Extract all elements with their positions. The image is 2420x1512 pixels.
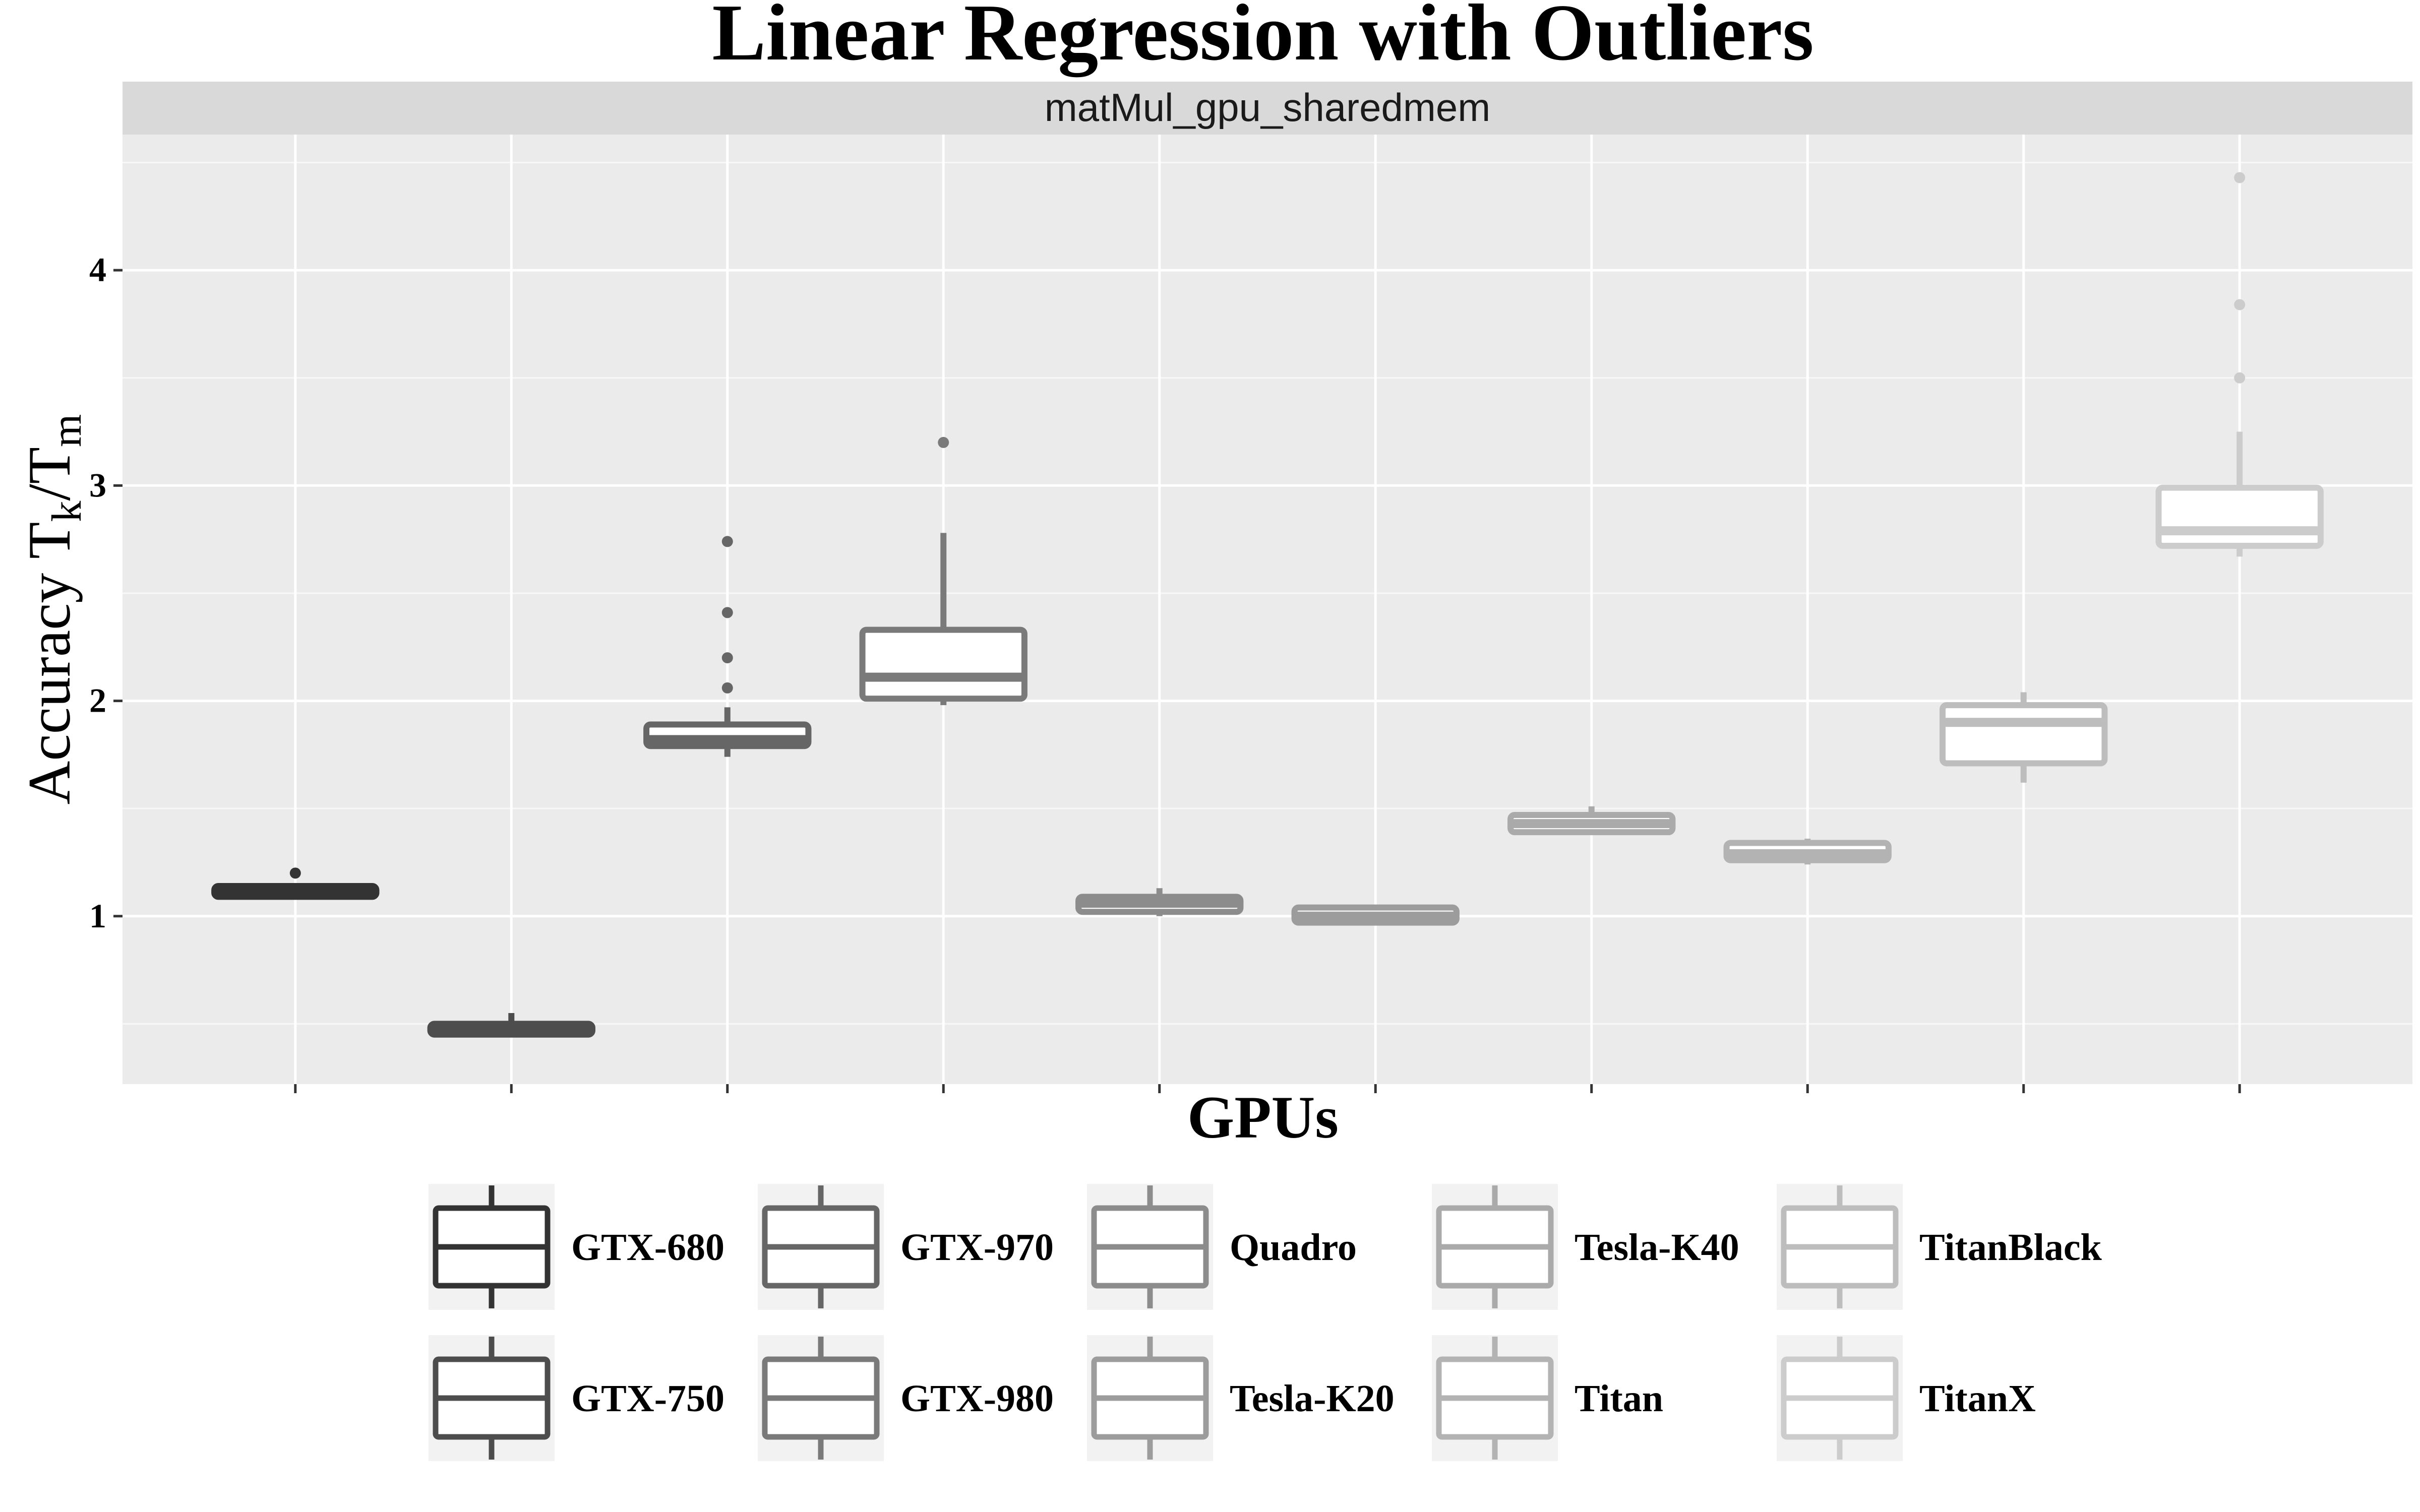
boxplots	[211, 172, 2324, 1038]
gridlines	[123, 135, 2412, 1084]
y-tick-label: 4	[89, 250, 106, 289]
outlier-point	[289, 867, 301, 879]
legend-label: GTX-970	[900, 1226, 1054, 1269]
legend-item-gtx-970: GTX-970	[758, 1184, 1054, 1310]
box-body	[859, 626, 1027, 702]
outlier-point	[721, 536, 733, 547]
legend-label: TitanX	[1919, 1377, 2036, 1420]
outlier-point	[2234, 299, 2246, 310]
outlier-point	[721, 652, 733, 664]
y-axis-label: Accuracy Tk/Tm	[16, 414, 90, 805]
y-tick-label: 3	[89, 466, 106, 504]
legend-item-titanx: TitanX	[1777, 1335, 2036, 1461]
facet-strip	[123, 82, 2412, 135]
box-body	[1940, 702, 2108, 767]
x-axis-ticks	[294, 1084, 2241, 1093]
boxplot-quadro	[1075, 888, 1244, 916]
boxplot-gtx-680	[211, 867, 380, 900]
boxplot-titan	[1723, 838, 1892, 865]
legend-item-gtx-680: GTX-680	[429, 1184, 724, 1310]
legend-label: Tesla-K40	[1575, 1226, 1739, 1269]
facet-label: matMul_gpu_sharedmem	[1045, 85, 1490, 130]
boxplot-titanx	[2155, 172, 2324, 557]
legend-label: GTX-980	[900, 1377, 1054, 1420]
boxplot-gtx-980	[859, 436, 1027, 706]
x-axis-label: GPUs	[1187, 1084, 1339, 1151]
legend-item-titan: Titan	[1432, 1335, 1663, 1461]
y-axis-label-mid: /T	[16, 447, 83, 501]
y-axis-label-sub-k: k	[43, 501, 90, 522]
box-body	[2155, 484, 2324, 549]
boxplot-gtx-970	[643, 536, 812, 757]
legend: GTX-680 GTX-750 GTX-970 GTX-980 Quadro Tesla-…	[429, 1184, 2102, 1461]
boxplot-tesla-k40	[1507, 806, 1676, 836]
outlier-point	[2234, 372, 2246, 384]
outlier-point	[721, 682, 733, 694]
y-axis-label-sub-m: m	[43, 414, 90, 447]
y-tick-label: 2	[89, 681, 106, 720]
legend-item-gtx-980: GTX-980	[758, 1335, 1054, 1461]
legend-item-tesla-k20: Tesla-K20	[1087, 1335, 1395, 1461]
legend-item-tesla-k40: Tesla-K40	[1432, 1184, 1739, 1310]
legend-item-titanblack: TitanBlack	[1777, 1184, 2102, 1310]
legend-label: Quadro	[1230, 1226, 1357, 1269]
y-tick-label: 1	[89, 897, 106, 935]
outlier-point	[721, 607, 733, 618]
legend-label: GTX-750	[571, 1377, 724, 1420]
y-axis-label-main: Accuracy T	[16, 522, 83, 805]
outlier-point	[2234, 172, 2246, 183]
boxplot-gtx-750	[427, 1013, 595, 1038]
legend-label: Tesla-K20	[1230, 1377, 1395, 1420]
legend-label: GTX-680	[571, 1226, 724, 1269]
plot-panel	[123, 135, 2412, 1084]
boxplot-tesla-k20	[1291, 904, 1460, 926]
boxplot-titanblack	[1940, 692, 2108, 783]
legend-label: TitanBlack	[1919, 1226, 2102, 1269]
y-axis: 1 2 3 4	[89, 250, 123, 935]
chart-title: Linear Regression with Outliers	[712, 0, 1813, 78]
legend-item-quadro: Quadro	[1087, 1184, 1357, 1310]
legend-item-gtx-750: GTX-750	[429, 1335, 724, 1461]
legend-label: Titan	[1575, 1377, 1663, 1420]
outlier-point	[938, 436, 949, 448]
